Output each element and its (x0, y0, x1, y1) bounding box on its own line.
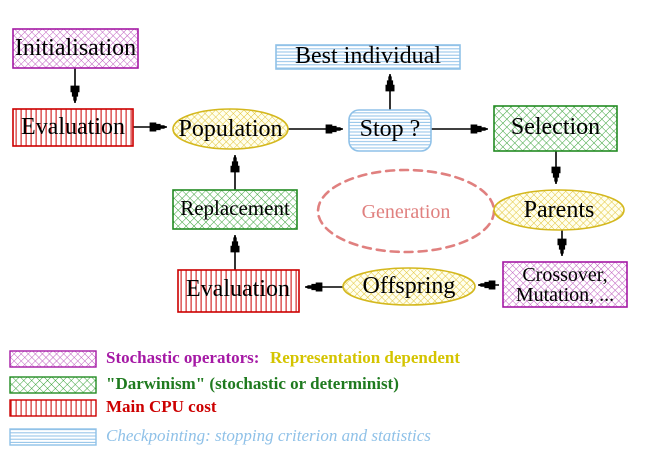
svg-text:Parents: Parents (524, 197, 595, 223)
svg-text:Stochastic operators:: Stochastic operators: (106, 348, 259, 367)
svg-text:Checkpointing: stopping criter: Checkpointing: stopping criterion and st… (106, 426, 431, 445)
svg-text:Replacement: Replacement (180, 196, 290, 220)
svg-text:Evaluation: Evaluation (21, 114, 125, 140)
svg-text:Population: Population (178, 116, 282, 142)
svg-text:Representation dependent: Representation dependent (270, 348, 460, 367)
svg-text:Selection: Selection (511, 114, 600, 140)
svg-text:Mutation, ...: Mutation, ... (516, 284, 614, 306)
svg-text:Evaluation: Evaluation (186, 276, 290, 302)
svg-text:Main CPU cost: Main CPU cost (106, 397, 217, 416)
svg-text:Offspring: Offspring (363, 273, 456, 299)
svg-text:Generation: Generation (362, 201, 451, 223)
svg-text:Best individual: Best individual (295, 43, 441, 69)
svg-text:Initialisation: Initialisation (15, 35, 136, 61)
svg-text:"Darwinism" (stochastic or det: "Darwinism" (stochastic or determinist) (106, 374, 399, 393)
svg-text:Crossover,: Crossover, (522, 264, 607, 286)
svg-text:Stop ?: Stop ? (360, 116, 421, 142)
